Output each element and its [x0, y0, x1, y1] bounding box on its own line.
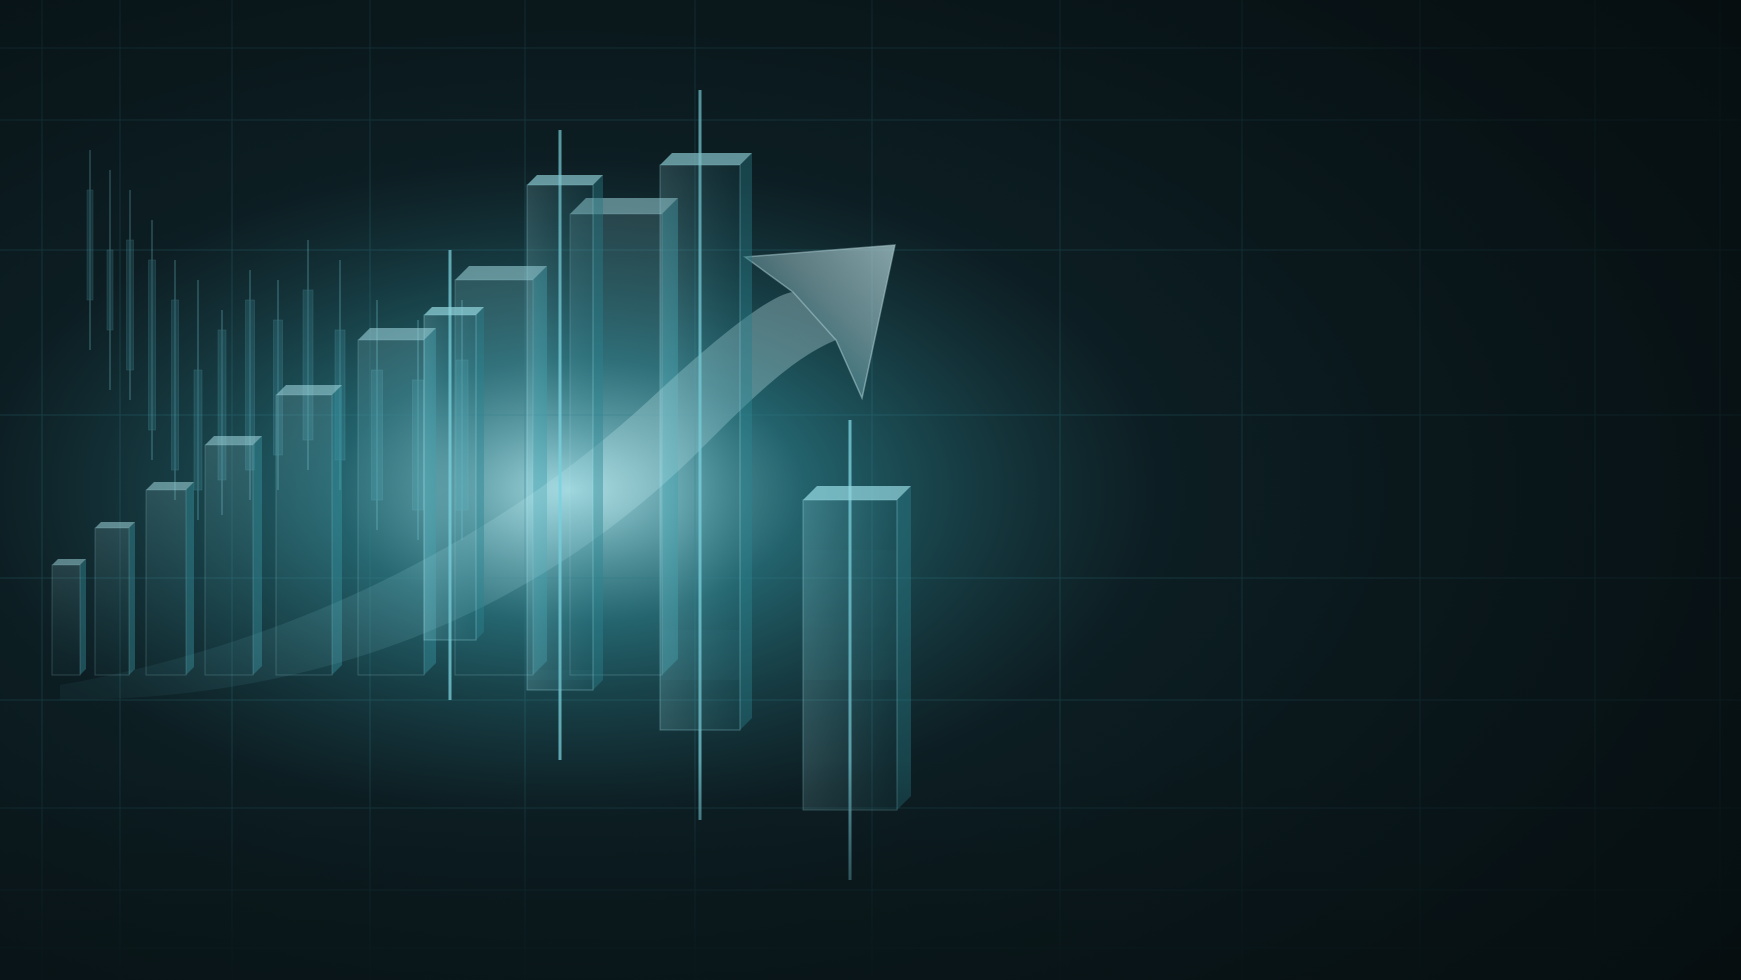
finance-chart-illustration	[0, 0, 1741, 980]
vignette	[0, 0, 1741, 980]
scene-svg	[0, 0, 1741, 980]
